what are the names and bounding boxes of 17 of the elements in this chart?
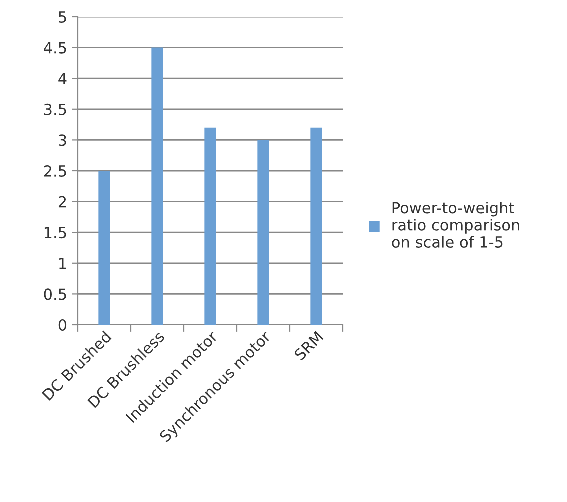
y-tick-label: 1.5: [44, 227, 66, 239]
y-tick-label: 2.5: [44, 165, 66, 178]
y-tick-label: 4.5: [44, 42, 66, 54]
bar: [98, 171, 110, 325]
y-tick-label: 0.5: [44, 288, 66, 300]
y-tick-label: 4: [58, 73, 67, 84]
y-tick-label: 1: [60, 258, 66, 270]
y-tick-label: 2: [58, 196, 66, 208]
y-tick-label: 5: [59, 12, 66, 24]
y-tick-label: 3.5: [44, 104, 66, 116]
legend-label: Power-to-weight ratio comparison on scale of 1-5: [392, 202, 520, 248]
bar: [152, 48, 164, 325]
y-tick-label: 0: [58, 319, 67, 332]
y-tick-label: 3: [59, 134, 66, 146]
bar: [204, 128, 216, 325]
bar: [310, 128, 322, 325]
bar: [258, 140, 270, 325]
